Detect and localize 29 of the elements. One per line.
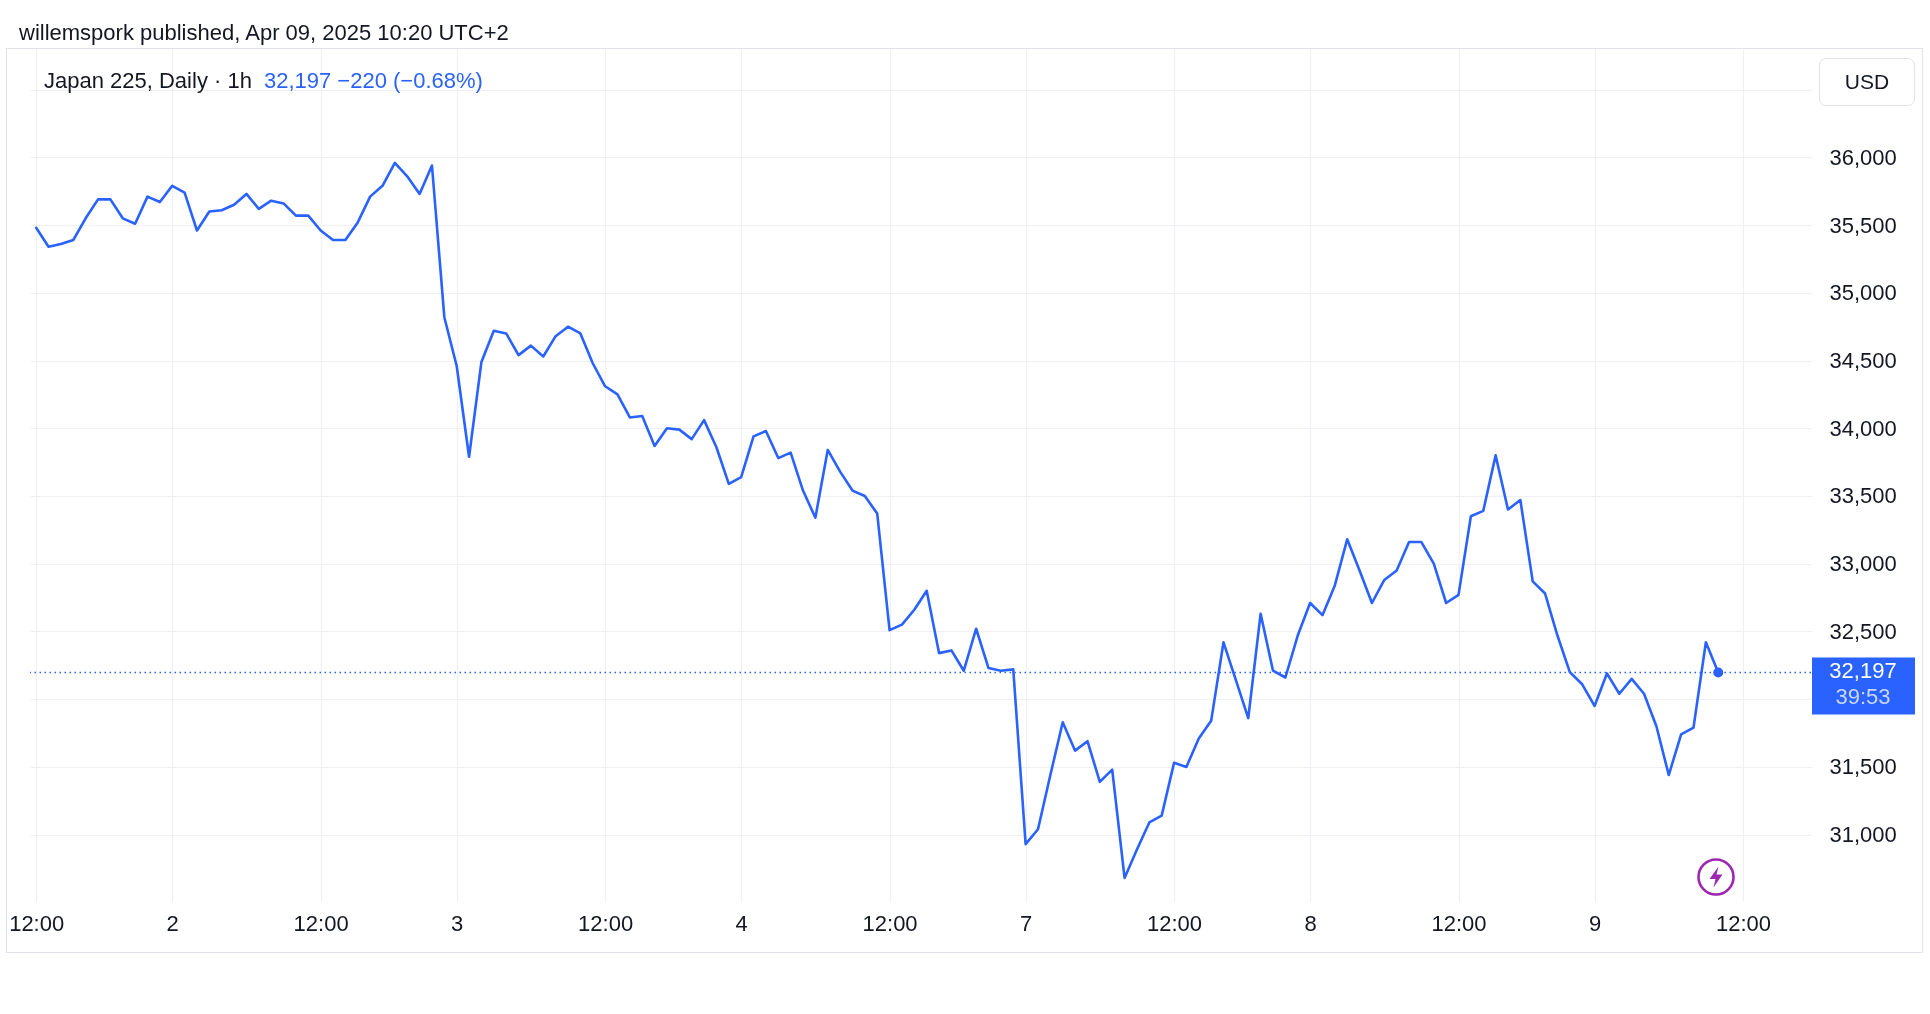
- text: willemspork published, Apr 09, 2025 10:20 UTC+2: [19, 20, 509, 46]
- y-tick-label: 35,500: [1829, 212, 1897, 238]
- x-tick-label: 12:00: [1147, 910, 1203, 936]
- x-tick-label: 2: [166, 910, 179, 936]
- y-tick-label: 33,000: [1829, 551, 1897, 577]
- y-tick-label: 31,500: [1829, 754, 1897, 780]
- y-tick-label: 31,000: [1829, 822, 1897, 848]
- y-tick-label: 32,500: [1829, 618, 1897, 644]
- x-tick-label: 12:00: [293, 910, 349, 936]
- x-tick-label: 12:00: [578, 910, 634, 936]
- y-tick-label: 34,000: [1829, 415, 1897, 441]
- y-tick-label: 35,000: [1829, 280, 1897, 306]
- x-tick-label: 9: [1588, 910, 1602, 936]
- y-tick-label: 33,500: [1829, 483, 1897, 509]
- x-tick-label: 12:00: [9, 910, 65, 936]
- text: Japan 225, Daily · 1h: [44, 68, 252, 93]
- text: 32,197 −220 (−0.68%): [263, 68, 483, 93]
- y-axis-title: USD: [1819, 58, 1915, 106]
- text: 39:53: [1835, 684, 1891, 710]
- y-tick-label: 34,500: [1829, 348, 1897, 374]
- x-tick-label: 3: [451, 910, 464, 936]
- x-tick-label: 8: [1304, 910, 1317, 936]
- ref-line-label: 32,197: [1829, 658, 1897, 684]
- x-tick-label: 7: [1020, 910, 1033, 936]
- x-tick-label: 12:00: [1431, 910, 1487, 936]
- x-tick-label: 12:00: [1715, 910, 1772, 936]
- x-tick-label: 12:00: [862, 910, 918, 936]
- x-tick-label: 4: [735, 910, 748, 936]
- y-tick-label: 36,000: [1829, 144, 1897, 170]
